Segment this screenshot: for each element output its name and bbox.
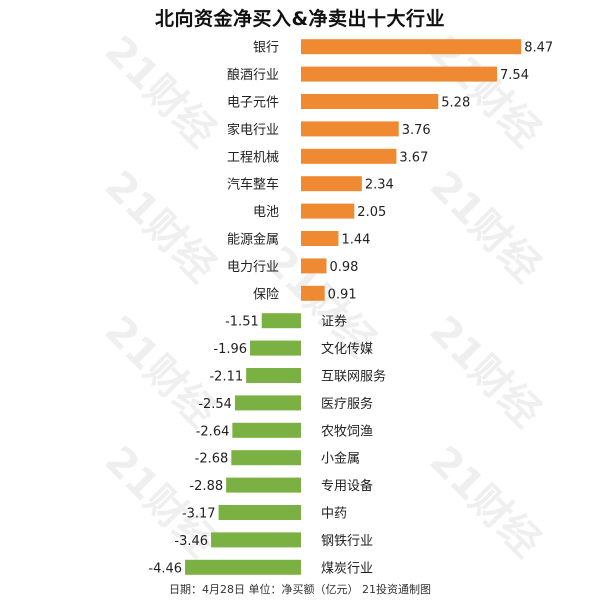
bar-农牧饲渔 xyxy=(232,422,301,438)
category-label: 证券 xyxy=(321,314,347,330)
bar-互联网服务 xyxy=(246,368,301,383)
bar-小金属 xyxy=(231,450,301,466)
bar-证券 xyxy=(261,313,301,329)
bar-电池 xyxy=(301,203,355,219)
category-label: 酿酒行业 xyxy=(227,67,279,83)
chart-footer: 日期：4月28日 单位：净买额（亿元） 21投资通制图 xyxy=(169,583,431,596)
bar-中药 xyxy=(218,505,301,520)
category-label: 工程机械 xyxy=(227,150,279,165)
bar-文化传媒 xyxy=(250,340,301,356)
category-label: 农牧饲渔 xyxy=(321,424,373,439)
data-label: -1.51 xyxy=(225,315,259,330)
data-label: -2.88 xyxy=(189,479,223,494)
data-label: -2.64 xyxy=(196,424,230,439)
data-label: 1.44 xyxy=(341,233,370,248)
category-label: 专用设备 xyxy=(321,478,373,494)
category-label: 保险 xyxy=(253,287,279,302)
data-label: 3.76 xyxy=(402,123,431,138)
data-label: -4.46 xyxy=(148,561,182,576)
bar-煤炭行业 xyxy=(185,559,301,575)
bar-汽车整车 xyxy=(301,176,362,192)
bar-能源金属 xyxy=(301,231,339,246)
data-label: -1.96 xyxy=(213,342,247,357)
data-label: 5.28 xyxy=(441,96,470,111)
chart-title: 北向资金净买入&净卖出十大行业 xyxy=(154,8,446,30)
category-label: 医疗服务 xyxy=(321,396,373,412)
category-label: 煤炭行业 xyxy=(321,561,373,576)
data-label: -3.46 xyxy=(174,534,208,549)
bar-电力行业 xyxy=(301,258,327,274)
data-label: 7.54 xyxy=(500,68,529,83)
bar-工程机械 xyxy=(301,148,397,164)
data-label: 2.05 xyxy=(357,205,386,220)
category-label: 中药 xyxy=(321,507,347,522)
category-label: 小金属 xyxy=(321,451,360,467)
bar-电子元件 xyxy=(301,94,439,109)
bar-家电行业 xyxy=(301,121,399,137)
category-label: 银行 xyxy=(253,41,279,56)
data-label: -2.11 xyxy=(209,370,243,385)
data-label: 2.34 xyxy=(365,178,394,193)
category-label: 家电行业 xyxy=(227,122,279,138)
bar-保险 xyxy=(301,285,325,301)
data-label: -3.17 xyxy=(182,507,216,522)
data-label: 0.98 xyxy=(329,260,358,275)
category-label: 汽车整车 xyxy=(227,177,279,193)
bar-专用设备 xyxy=(226,477,301,493)
bar-银行 xyxy=(301,39,522,55)
category-label: 互联网服务 xyxy=(321,369,386,385)
category-label: 能源金属 xyxy=(227,232,279,248)
category-label: 电池 xyxy=(253,205,279,220)
data-label: -2.54 xyxy=(198,397,232,412)
data-label: -2.68 xyxy=(195,452,229,467)
category-label: 钢铁行业 xyxy=(321,534,373,549)
data-label: 8.47 xyxy=(524,41,553,56)
bar-医疗服务 xyxy=(234,395,301,411)
category-label: 电子元件 xyxy=(227,96,279,111)
bar-酿酒行业 xyxy=(301,66,498,82)
data-label: 0.91 xyxy=(328,287,357,302)
category-label: 文化传媒 xyxy=(321,342,373,357)
bar-钢铁行业 xyxy=(211,532,301,548)
data-label: 3.67 xyxy=(399,150,428,165)
category-label: 电力行业 xyxy=(227,260,279,275)
